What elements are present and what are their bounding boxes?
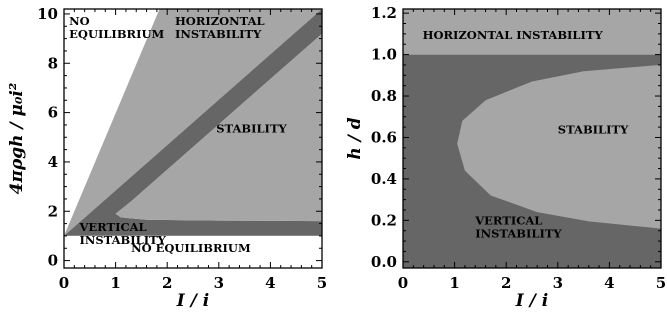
region-label-line: VERTICAL (474, 213, 542, 227)
x-tick-label: 1 (449, 274, 459, 292)
x-tick-label: 5 (656, 274, 666, 292)
x-tick-label: 0 (59, 274, 69, 292)
region-label-line: STABILITY (216, 121, 287, 135)
plot-frame (63, 8, 323, 269)
y-tick-label: 1.2 (371, 4, 397, 22)
region-label-line: INSTABILITY (79, 233, 166, 247)
x-tick-label: 3 (214, 274, 224, 292)
region-stability (64, 9, 322, 236)
region-label-stability: STABILITY (558, 122, 629, 136)
x-axis-label: I / i (176, 291, 209, 311)
region-label-line: NO EQUILIBRIUM (131, 241, 251, 255)
region-label-line: NO (69, 14, 90, 28)
region-horizontal-instability (403, 9, 661, 55)
plot-regions (64, 9, 322, 268)
y-tick-label: 1.0 (371, 46, 397, 64)
x-tick-label: 1 (110, 274, 120, 292)
y-tick-label: 0.0 (371, 253, 397, 271)
y-tick-label: 8 (48, 54, 58, 72)
x-tick-label: 4 (265, 274, 275, 292)
y-tick-label: 0.8 (371, 87, 397, 105)
region-label-no-equilibrium: NO EQUILIBRIUM (131, 241, 251, 255)
plot-regions (403, 9, 661, 268)
plot-frame (402, 8, 662, 269)
y-tick-label: 4 (48, 153, 58, 171)
y-tick-label: 2 (48, 202, 58, 220)
region-label-line: INSTABILITY (475, 226, 562, 240)
y-tick-label: 6 (48, 104, 58, 122)
region-label-vertical-instability: VERTICAL INSTABILITY (78, 220, 166, 247)
region-label-line: VERTICAL (78, 220, 146, 234)
y-tick-label: 0.6 (371, 128, 397, 146)
region-label-line: INSTABILITY (175, 27, 262, 41)
region-label-line: STABILITY (558, 122, 629, 136)
region-label-line: EQUILIBRIUM (69, 27, 164, 41)
x-tick-label: 2 (162, 274, 172, 292)
region-vertical-instability (457, 64, 661, 229)
y-tick-label: 0.4 (371, 170, 397, 188)
region-label-no-equilibrium: NO EQUILIBRIUM (69, 14, 164, 41)
y-tick-label: 0 (48, 252, 58, 270)
x-axis-label: I / i (515, 291, 548, 311)
y-tick-label: 10 (37, 5, 58, 23)
region-label-vertical-instability: VERTICAL INSTABILITY (474, 213, 562, 240)
region-label-stability: STABILITY (216, 121, 287, 135)
x-tick-label: 5 (317, 274, 327, 292)
x-tick-label: 2 (501, 274, 511, 292)
x-tick-label: 3 (553, 274, 563, 292)
x-tick-label: 4 (604, 274, 614, 292)
y-axis-label: h / d (345, 117, 365, 159)
region-vertical-instability (115, 33, 322, 222)
region-label-horizontal-instability: HORIZONTAL INSTABILITY (175, 14, 265, 41)
x-tick-label: 0 (398, 274, 408, 292)
region-label-line: HORIZONTAL INSTABILITY (423, 28, 604, 42)
region-label-horizontal-instability: HORIZONTAL INSTABILITY (423, 28, 604, 42)
y-axis-label: 4πρgh / μ₀i² (7, 83, 27, 195)
region-no-equilibrium (64, 235, 322, 268)
y-tick-label: 0.2 (371, 211, 397, 229)
region-label-line: HORIZONTAL (175, 14, 265, 28)
